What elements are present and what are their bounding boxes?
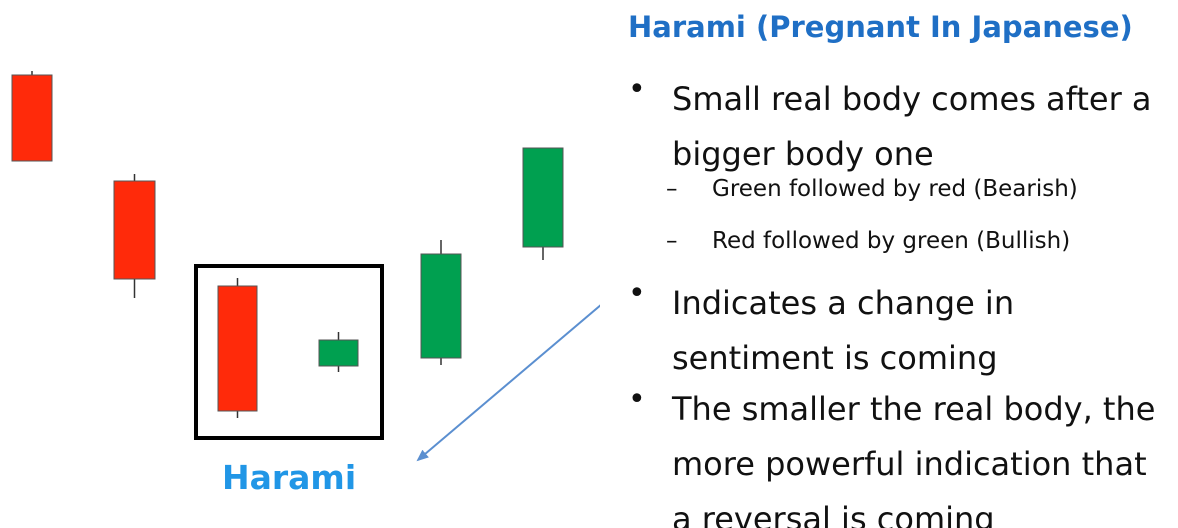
harami-highlight-box [194, 264, 384, 440]
pointer-arrow [416, 304, 600, 462]
candlestick-diagram [11, 71, 600, 462]
slide-title: Harami (Pregnant In Japanese) [628, 10, 1133, 44]
bullish-candle [318, 339, 359, 367]
bullet-line: bigger body one [672, 135, 934, 173]
bullish-candle [420, 253, 462, 359]
sub-bullet-dash: – [666, 228, 678, 254]
bearish-candle [113, 180, 156, 280]
bearish-candle [11, 74, 53, 162]
bullet-dot: • [628, 276, 646, 311]
bullet-line: The smaller the real body, the [672, 390, 1156, 428]
bullet-line: Indicates a change in [672, 284, 1015, 322]
bullet-dot: • [628, 382, 646, 417]
sub-bullet-text: Green followed by red (Bearish) [712, 176, 1078, 202]
harami-label: Harami [222, 458, 357, 497]
bullet-line: sentiment is coming [672, 339, 998, 377]
bullet-line: a reversal is coming [672, 500, 995, 528]
bullet-dot: • [628, 72, 646, 107]
sub-bullet-dash: – [666, 176, 678, 202]
sub-bullet-text: Red followed by green (Bullish) [712, 228, 1071, 254]
bearish-candle [217, 285, 258, 412]
bullet-line: Small real body comes after a [672, 80, 1152, 118]
bullet-line: more powerful indication that [672, 445, 1147, 483]
bullish-candle [522, 147, 564, 248]
